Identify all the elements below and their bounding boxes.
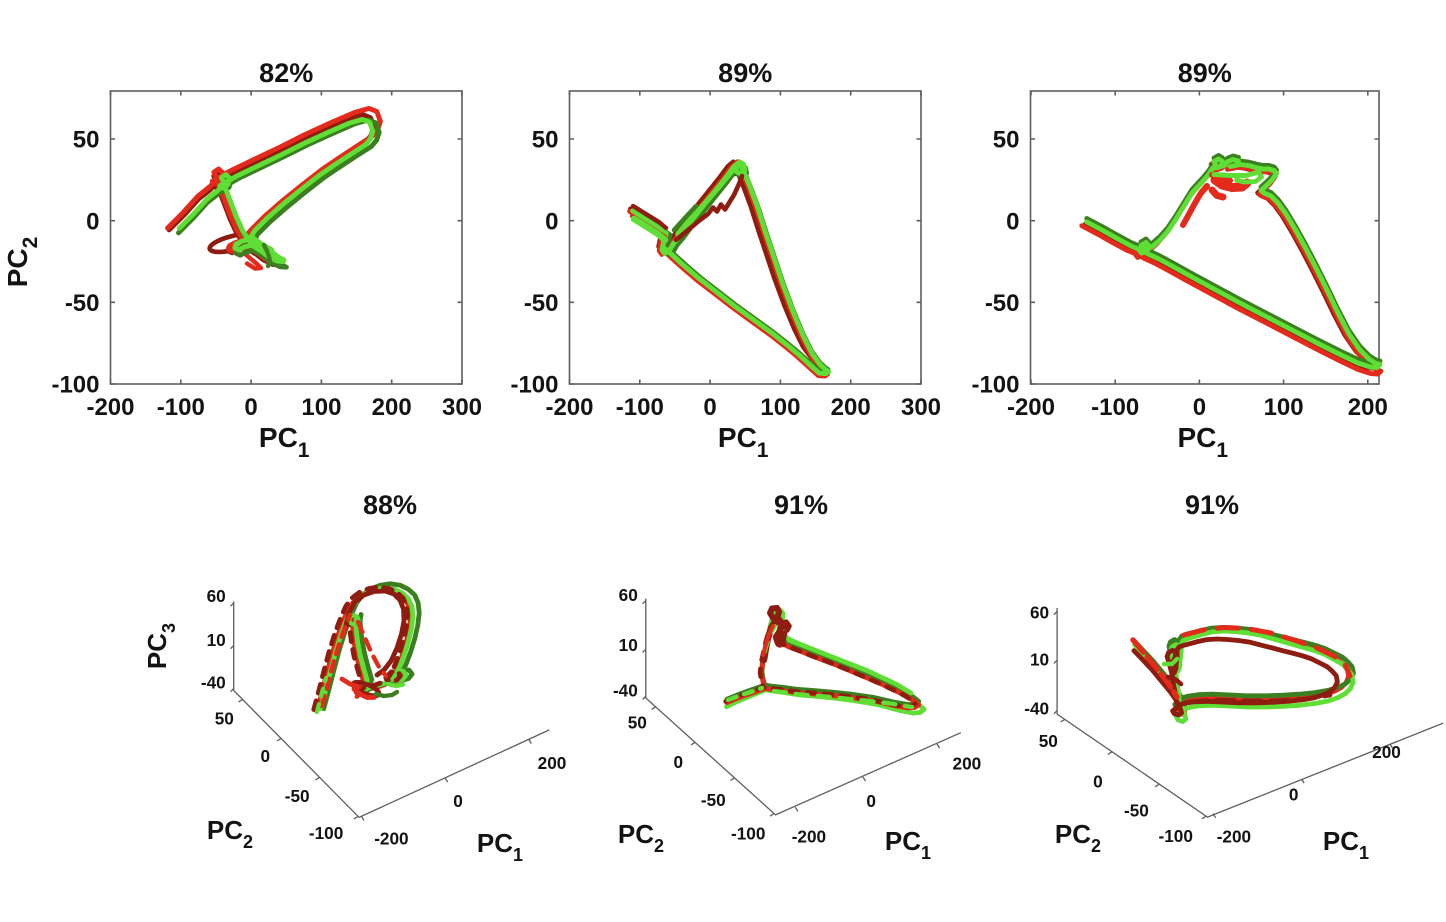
svg-text:-100: -100 bbox=[971, 372, 1019, 399]
svg-text:50: 50 bbox=[628, 712, 647, 732]
svg-text:89%: 89% bbox=[718, 58, 772, 88]
svg-text:91%: 91% bbox=[774, 490, 828, 520]
svg-text:-100: -100 bbox=[510, 372, 558, 399]
svg-text:10: 10 bbox=[619, 635, 638, 655]
svg-text:0: 0 bbox=[1006, 208, 1019, 235]
svg-text:0: 0 bbox=[244, 394, 257, 421]
svg-text:-200: -200 bbox=[545, 394, 593, 421]
svg-text:50: 50 bbox=[1039, 731, 1058, 751]
svg-text:200: 200 bbox=[831, 394, 871, 421]
svg-text:-200: -200 bbox=[1217, 827, 1251, 847]
svg-text:10: 10 bbox=[1030, 649, 1049, 669]
svg-text:50: 50 bbox=[993, 127, 1020, 154]
svg-text:0: 0 bbox=[545, 208, 558, 235]
svg-text:-100: -100 bbox=[731, 823, 765, 843]
svg-text:-50: -50 bbox=[524, 290, 559, 317]
svg-text:82%: 82% bbox=[259, 58, 313, 88]
svg-text:-100: -100 bbox=[51, 372, 99, 399]
svg-text:300: 300 bbox=[442, 394, 482, 421]
svg-text:200: 200 bbox=[372, 394, 412, 421]
svg-text:100: 100 bbox=[1264, 394, 1304, 421]
svg-text:-50: -50 bbox=[701, 790, 726, 810]
svg-text:-50: -50 bbox=[285, 786, 310, 806]
svg-text:0: 0 bbox=[703, 394, 716, 421]
svg-text:89%: 89% bbox=[1178, 58, 1232, 88]
svg-text:-200: -200 bbox=[792, 826, 826, 846]
svg-text:-50: -50 bbox=[985, 290, 1020, 317]
svg-text:0: 0 bbox=[866, 791, 876, 811]
svg-text:60: 60 bbox=[619, 585, 638, 605]
svg-text:-100: -100 bbox=[157, 394, 205, 421]
svg-text:300: 300 bbox=[901, 394, 941, 421]
svg-text:0: 0 bbox=[674, 752, 684, 772]
svg-text:-100: -100 bbox=[616, 394, 664, 421]
svg-text:60: 60 bbox=[207, 586, 226, 606]
svg-text:0: 0 bbox=[86, 208, 99, 235]
svg-text:91%: 91% bbox=[1185, 490, 1239, 520]
svg-text:88%: 88% bbox=[363, 490, 417, 520]
svg-text:0: 0 bbox=[1193, 394, 1206, 421]
svg-text:-200: -200 bbox=[1007, 394, 1055, 421]
svg-text:50: 50 bbox=[73, 127, 100, 154]
svg-text:200: 200 bbox=[953, 753, 982, 773]
svg-text:-100: -100 bbox=[309, 823, 343, 843]
svg-text:-50: -50 bbox=[65, 290, 100, 317]
svg-text:50: 50 bbox=[532, 127, 559, 154]
svg-text:60: 60 bbox=[1030, 602, 1049, 622]
svg-text:100: 100 bbox=[760, 394, 800, 421]
svg-text:-200: -200 bbox=[374, 828, 408, 848]
svg-text:-40: -40 bbox=[1024, 698, 1049, 718]
svg-text:-100: -100 bbox=[1091, 394, 1139, 421]
svg-text:0: 0 bbox=[1093, 772, 1103, 792]
svg-text:50: 50 bbox=[215, 709, 234, 729]
svg-text:0: 0 bbox=[1289, 784, 1299, 804]
svg-text:100: 100 bbox=[301, 394, 341, 421]
svg-text:-50: -50 bbox=[1124, 800, 1149, 820]
svg-text:200: 200 bbox=[538, 753, 567, 773]
svg-text:10: 10 bbox=[207, 630, 226, 650]
svg-text:-200: -200 bbox=[86, 394, 134, 421]
svg-text:-40: -40 bbox=[613, 681, 638, 701]
svg-text:200: 200 bbox=[1348, 394, 1388, 421]
svg-text:200: 200 bbox=[1372, 742, 1401, 762]
svg-text:-40: -40 bbox=[201, 673, 226, 693]
svg-text:-100: -100 bbox=[1158, 826, 1192, 846]
svg-text:0: 0 bbox=[453, 791, 463, 811]
svg-text:0: 0 bbox=[261, 746, 271, 766]
